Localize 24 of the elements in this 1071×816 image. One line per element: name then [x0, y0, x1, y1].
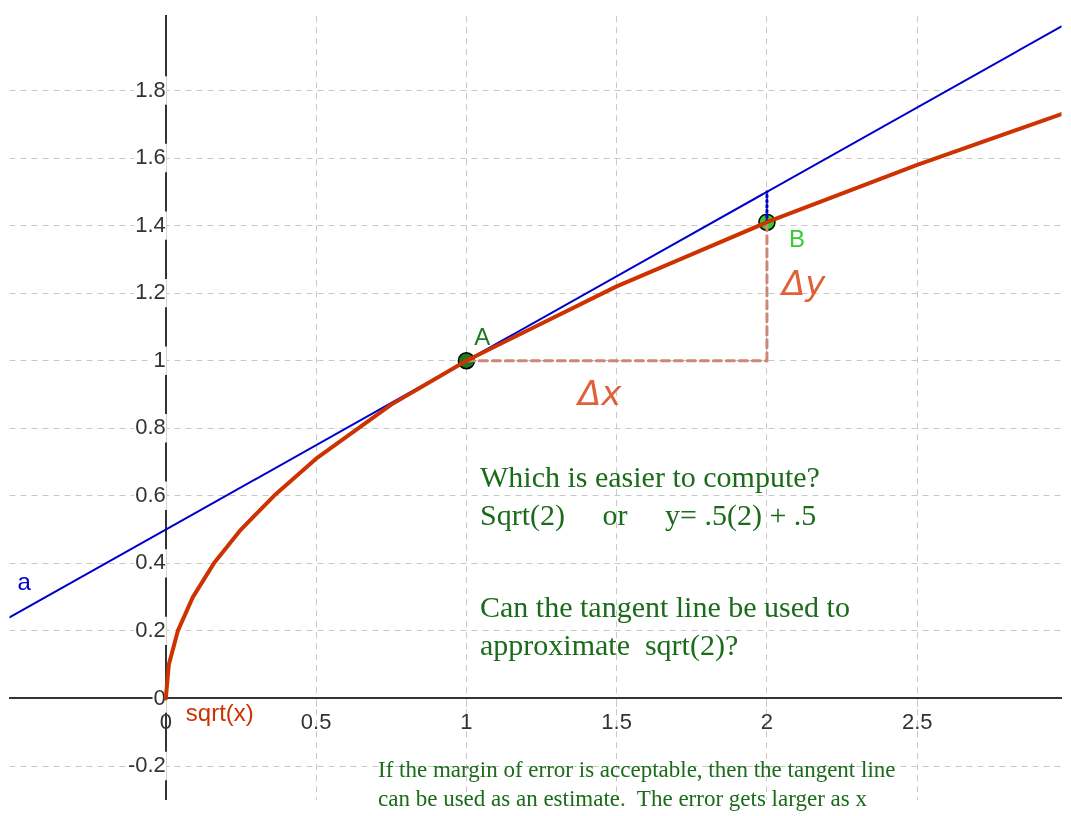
- y-tick-label: 0.4: [135, 549, 166, 575]
- series-label: A: [474, 323, 491, 351]
- x-tick-label: 0.5: [300, 708, 332, 734]
- series-label: B: [788, 224, 805, 252]
- annotation: Δy: [782, 262, 826, 305]
- annotation: Which is easier to compute? Sqrt(2) or y= .5(2) + .5: [480, 459, 820, 533]
- y-tick-label: 1.8: [135, 76, 166, 102]
- x-tick-label: 2.5: [901, 708, 933, 734]
- y-tick-label: 1.4: [135, 211, 166, 237]
- annotation: Can the tangent line be used to approximate sqrt(2)?: [480, 589, 850, 663]
- series-label: sqrt(x): [185, 699, 254, 727]
- y-tick-label: 0.6: [135, 481, 166, 507]
- y-tick-label: 0.8: [135, 414, 166, 440]
- series-label: a: [17, 568, 32, 596]
- y-tick-label: 1.2: [135, 279, 166, 305]
- y-tick-label: -0.2: [127, 752, 166, 778]
- x-tick-label: 1: [460, 708, 473, 734]
- y-tick-label: 1.6: [135, 144, 166, 170]
- annotation: If the margin of error is acceptable, then the tangent line can be used as an estimate. The error gets larger as x: [378, 756, 896, 813]
- x-tick-label: 2: [760, 708, 774, 734]
- y-tick-label: 0.2: [135, 616, 166, 642]
- annotation: Δx: [578, 372, 622, 415]
- x-tick-label: 1.5: [601, 708, 632, 734]
- y-tick-label: 1: [153, 346, 166, 372]
